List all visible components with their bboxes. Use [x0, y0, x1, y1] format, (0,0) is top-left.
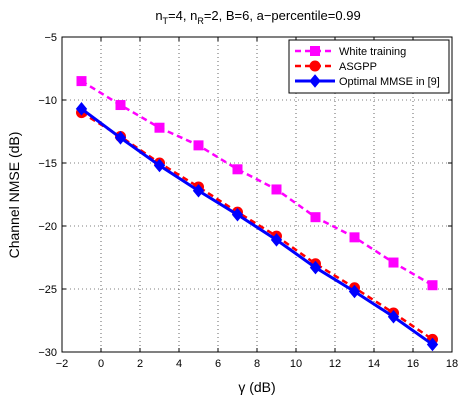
data-point: [309, 260, 322, 275]
data-point: [193, 140, 204, 151]
chart-title: nT=4, nR=2, B=6, a−percentile=0.99: [155, 8, 360, 26]
legend-label: Optimal MMSE in [9]: [339, 76, 440, 88]
data-point: [75, 102, 88, 116]
x-tick-label: 2: [137, 358, 143, 370]
x-tick-label: 16: [407, 358, 419, 370]
data-point: [309, 60, 321, 72]
series-line: [80, 107, 434, 346]
ticks: −2 0 2 4 6 8 10 12 14 16 18−30−25−20−15−10−5: [38, 32, 458, 370]
y-tick-label: −30: [38, 347, 57, 359]
data-point: [349, 232, 360, 243]
title-part: =2, B=6, a−percentile=0.99: [204, 8, 361, 23]
legend: White training ASGPP Optimal MMSE in [9]: [288, 39, 450, 94]
series-3: [75, 102, 439, 352]
x-tick-label: 6: [215, 358, 221, 370]
data-point: [310, 46, 320, 56]
data-point: [192, 183, 205, 198]
x-tick-label: 10: [290, 358, 302, 370]
series-line: [80, 80, 434, 287]
data-point: [114, 131, 127, 145]
y-tick-label: −5: [44, 32, 57, 44]
x-axis-unit: (dB): [245, 379, 275, 395]
data-point: [310, 212, 321, 223]
series-1: [76, 76, 438, 291]
data-point: [154, 122, 165, 133]
x-tick-label: 14: [368, 358, 380, 370]
y-tick-label: −10: [38, 95, 57, 107]
series-group: [75, 76, 439, 352]
data-point: [426, 337, 439, 352]
data-point: [270, 233, 283, 247]
legend-label: ASGPP: [339, 61, 377, 73]
data-point: [348, 284, 361, 299]
x-tick-label: 18: [446, 358, 458, 370]
x-axis-symbol: γ: [238, 379, 245, 395]
y-tick-label: −20: [38, 221, 57, 233]
data-point: [388, 257, 399, 268]
x-tick-label: 0: [98, 358, 104, 370]
x-tick-label: 12: [329, 358, 341, 370]
legend-label: White training: [339, 46, 406, 58]
title-part: =4, n: [168, 8, 197, 23]
x-tick-label: −2: [56, 358, 69, 370]
x-tick-label: 4: [176, 358, 182, 370]
data-point: [231, 207, 244, 222]
data-point: [387, 309, 400, 324]
data-point: [76, 76, 87, 87]
title-subscript: T: [163, 16, 169, 26]
data-point: [153, 158, 166, 173]
title-subscript: R: [197, 16, 204, 26]
data-point: [232, 164, 243, 175]
y-axis-label: Channel NMSE (dB): [6, 132, 22, 259]
y-tick-label: −25: [38, 284, 57, 296]
x-tick-label: 8: [254, 358, 260, 370]
y-tick-label: −15: [38, 158, 57, 170]
data-point: [115, 100, 126, 111]
x-axis-label: γ (dB): [238, 379, 275, 395]
data-point: [427, 280, 438, 291]
title-part: n: [155, 8, 162, 23]
data-point: [309, 74, 321, 88]
data-point: [271, 184, 282, 195]
